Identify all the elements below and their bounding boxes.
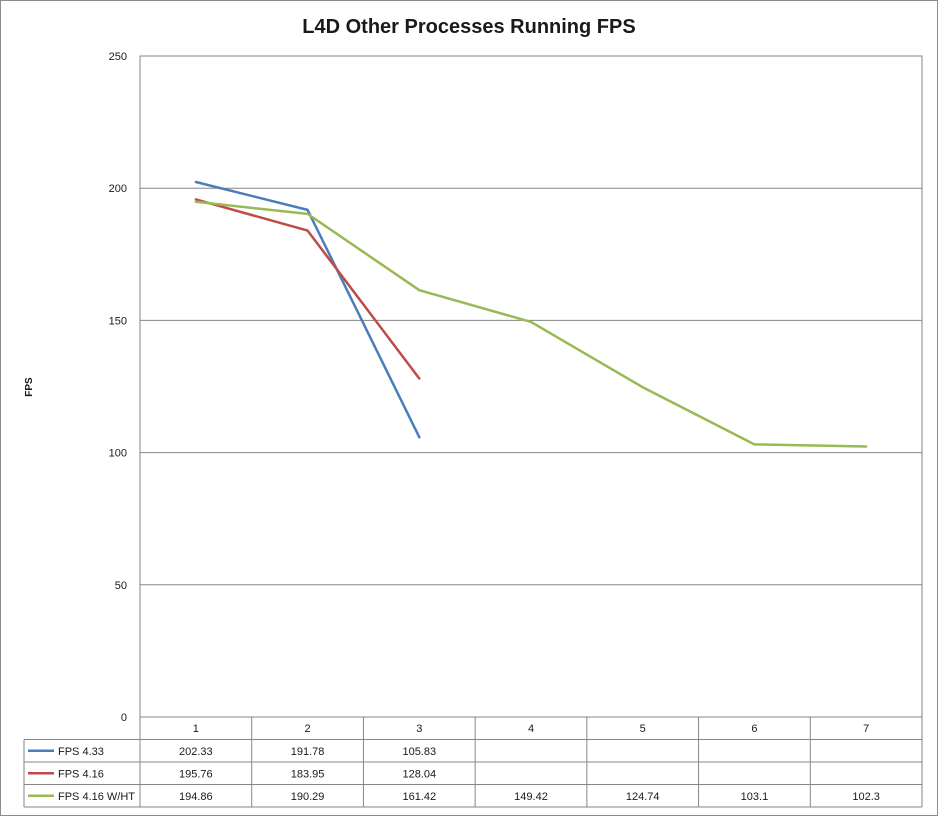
data-cell-1-1: 202.33: [179, 746, 213, 758]
x-tick-label-6: 6: [751, 723, 757, 735]
y-tick-label-250: 250: [109, 51, 127, 63]
x-tick-label-3: 3: [416, 723, 422, 735]
data-cell-3-7: 102.3: [852, 791, 880, 803]
series-lines: [194, 180, 868, 448]
legend-label-2: FPS 4.16: [58, 768, 104, 780]
x-tick-label-7: 7: [863, 723, 869, 735]
y-tick-label-200: 200: [109, 183, 127, 195]
data-cell-3-4: 149.42: [514, 791, 548, 803]
data-cell-2-1: 195.76: [179, 768, 213, 780]
data-cell-3-2: 190.29: [291, 791, 325, 803]
data-cell-3-6: 103.1: [741, 791, 769, 803]
y-axis-label: FPS: [24, 377, 35, 397]
x-tick-label-4: 4: [528, 723, 534, 735]
gridlines: [139, 55, 923, 718]
plot-area: [139, 55, 923, 718]
data-table: 1 2 3 4 5 6 7 FPS 4.33 202.33 191.78 105.83 FPS 4.1…: [23, 716, 923, 808]
data-cell-3-1: 194.86: [179, 791, 213, 803]
y-tick-label-50: 50: [115, 580, 127, 592]
legend-label-3: FPS 4.16 W/HT: [58, 791, 135, 803]
y-tick-label-100: 100: [109, 448, 127, 460]
data-cell-1-2: 191.78: [291, 746, 325, 758]
data-cell-2-2: 183.95: [291, 768, 325, 780]
y-tick-label-0: 0: [121, 712, 127, 724]
data-cell-2-3: 128.04: [402, 768, 436, 780]
y-tick-labels: 0 50 100 150 200 250: [109, 51, 127, 724]
x-tick-label-2: 2: [305, 723, 311, 735]
y-tick-label-150: 150: [109, 315, 127, 327]
chart-title: L4D Other Processes Running FPS: [302, 16, 635, 38]
data-cell-3-3: 161.42: [402, 791, 436, 803]
series-line-3: [194, 200, 868, 448]
series-line-2: [194, 198, 421, 380]
x-tick-label-1: 1: [193, 723, 199, 735]
legend-label-1: FPS 4.33: [58, 746, 104, 758]
x-tick-label-5: 5: [640, 723, 646, 735]
series-line-1: [194, 180, 421, 439]
data-cell-1-3: 105.83: [402, 746, 436, 758]
data-cell-3-5: 124.74: [626, 791, 660, 803]
